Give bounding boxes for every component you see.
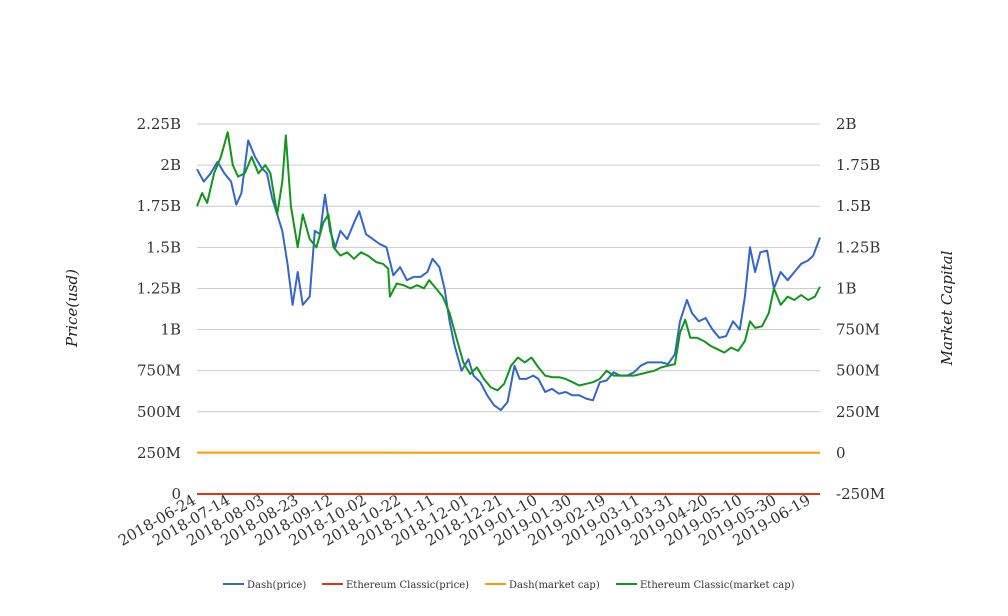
left-tick-label: 0 <box>171 485 181 503</box>
legend-label: Ethereum Classic(market cap) <box>640 580 795 591</box>
right-tick-label: 750M <box>836 321 880 339</box>
left-tick-label: 1B <box>160 321 181 339</box>
x-axis-ticks: 2018-06-242018-07-142018-08-032018-08-23… <box>115 491 813 550</box>
right-tick-label: 1B <box>836 279 857 297</box>
right-y-axis-ticks: -250M 0 250M 500M 750M 1B 1.25B 1.5B 1.75B 2B <box>836 115 885 503</box>
right-tick-label: 0 <box>836 444 846 462</box>
gridlines <box>197 123 820 495</box>
right-axis-title: Market Capital <box>938 250 956 366</box>
left-tick-label: 2.25B <box>137 115 181 133</box>
left-tick-label: 250M <box>137 444 181 462</box>
series-line-dash-price <box>196 139 821 412</box>
right-tick-label: -250M <box>836 485 885 503</box>
right-tick-label: 1.75B <box>836 156 880 174</box>
left-tick-label: 1.25B <box>137 279 181 297</box>
right-tick-label: 1.25B <box>836 238 880 256</box>
left-tick-label: 750M <box>137 362 181 380</box>
right-tick-label: 1.5B <box>836 197 871 215</box>
left-tick-label: 1.5B <box>146 238 181 256</box>
right-tick-label: 500M <box>836 362 880 380</box>
series-lines <box>196 131 821 495</box>
right-tick-label: 250M <box>836 403 880 421</box>
legend-label: Ethereum Classic(price) <box>346 580 469 591</box>
legend-label: Dash(price) <box>247 580 306 591</box>
series-line-ethereum-classic-market-cap <box>196 131 821 392</box>
right-tick-label: 2B <box>836 115 857 133</box>
left-tick-label: 2B <box>160 156 181 174</box>
legend-label: Dash(market cap) <box>509 580 600 591</box>
left-tick-label: 500M <box>137 403 181 421</box>
left-tick-label: 1.75B <box>137 197 181 215</box>
legend: Dash(price) Ethereum Classic(price) Dash(m… <box>223 580 795 591</box>
left-axis-title: Price(usd) <box>63 269 81 348</box>
left-y-axis-ticks: 0 250M 500M 750M 1B 1.25B 1.5B 1.75B 2B 2.25B <box>137 115 181 503</box>
